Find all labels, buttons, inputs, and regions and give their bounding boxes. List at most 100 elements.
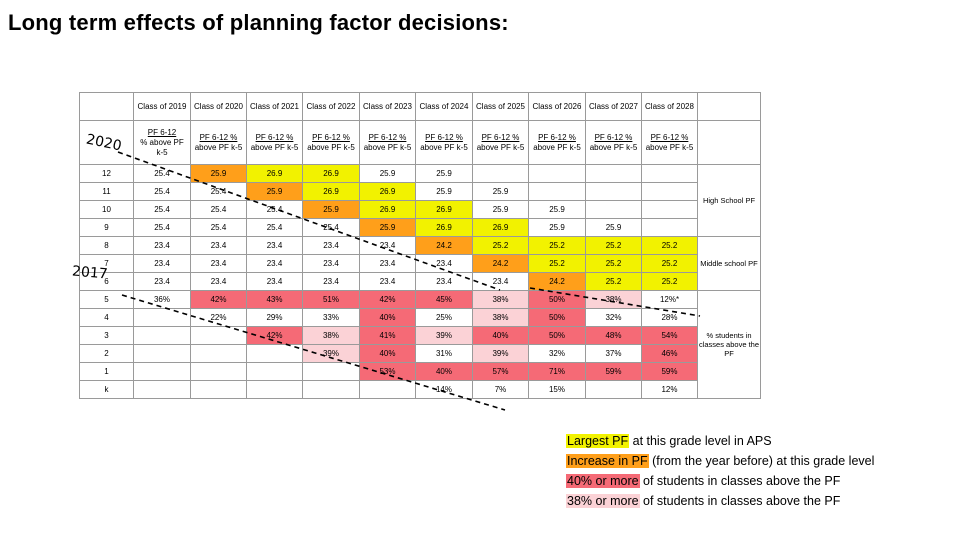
value-cell: 36% (133, 290, 191, 309)
value-cell: 25.9 (190, 164, 247, 183)
table-row: 6 23.4 23.4 23.4 23.4 23.4 23.4 23.4 24.2 25.2 25.… (79, 272, 761, 291)
legend-swatch-red: 40% or more (566, 474, 640, 488)
value-cell: 23.4 (190, 272, 247, 291)
value-cell: 23.4 (302, 236, 360, 255)
value-cell: 23.4 (246, 254, 303, 273)
value-cell (585, 200, 642, 219)
value-cell (190, 326, 247, 345)
value-cell (641, 200, 698, 219)
grade-cell: 1 (79, 362, 134, 381)
side-header-cell (697, 120, 761, 165)
value-cell: 23.4 (133, 272, 191, 291)
value-cell: 15% (528, 380, 586, 399)
value-cell: 41% (359, 326, 416, 345)
legend-text: at this grade level in APS (629, 434, 772, 448)
side-label-middle-school: Middle school PF (697, 236, 761, 291)
value-cell: 25.4 (246, 218, 303, 237)
pf-header-top: PF 6-12 % (312, 132, 350, 142)
value-cell: 25.4 (246, 200, 303, 219)
value-cell (246, 362, 303, 381)
value-cell: 53% (359, 362, 416, 381)
class-header: Class of 2020 (190, 92, 247, 121)
grade-cell: 10 (79, 200, 134, 219)
corner-cell (79, 92, 134, 121)
pf-header-bottom: above PF k-5 (307, 142, 355, 152)
table-row: 7 23.4 23.4 23.4 23.4 23.4 23.4 24.2 25.2 25.2 25.… (79, 254, 761, 273)
pf-header: PF 6-12 % above PF k-5 (641, 120, 698, 165)
grade-cell: 12 (79, 164, 134, 183)
table-row: 10 25.4 25.4 25.4 25.9 26.9 26.9 25.9 25.9 (79, 200, 761, 219)
grade-cell: 3 (79, 326, 134, 345)
value-cell: 59% (641, 362, 698, 381)
class-header: Class of 2024 (415, 92, 473, 121)
value-cell: 25.4 (190, 218, 247, 237)
value-cell: 25.2 (585, 272, 642, 291)
pf-header-bottom: above PF k-5 (250, 142, 299, 152)
value-cell: 42% (246, 326, 303, 345)
table-row: 11 25.4 25.4 25.9 26.9 26.9 25.9 25.9 (79, 182, 761, 201)
value-cell (585, 380, 642, 399)
value-cell (302, 380, 360, 399)
class-header: Class of 2027 (585, 92, 642, 121)
value-cell (641, 218, 698, 237)
value-cell: 40% (415, 362, 473, 381)
value-cell: 23.4 (133, 236, 191, 255)
value-cell: 23.4 (472, 272, 529, 291)
pf-header: PF 6-12 % above PF k-5 (302, 120, 360, 165)
pf-header-top: PF 6-12 % (594, 132, 633, 142)
class-header: Class of 2021 (246, 92, 303, 121)
grade-cell: 5 (79, 290, 134, 309)
legend-text: of students in classes above the PF (639, 494, 841, 508)
value-cell: 12%* (641, 290, 698, 309)
value-cell (585, 164, 642, 183)
value-cell (359, 380, 416, 399)
class-header: Class of 2025 (472, 92, 529, 121)
pf-header-top: PF 6-12 % (538, 132, 576, 142)
table-row: 12 25.4 25.9 26.9 26.9 25.9 25.9 High School PF (79, 164, 761, 237)
legend-swatch-pink: 38% or more (566, 494, 640, 508)
pf-header: PF 6-12 % above PF k-5 (415, 120, 473, 165)
value-cell: 23.4 (359, 272, 416, 291)
value-cell: 26.9 (359, 200, 416, 219)
grade-cell: 9 (79, 218, 134, 237)
value-cell: 25.2 (528, 254, 586, 273)
value-cell (190, 380, 247, 399)
value-cell: 51% (302, 290, 360, 309)
value-cell (641, 164, 698, 183)
value-cell: 26.9 (302, 182, 360, 201)
value-cell: 29% (246, 308, 303, 327)
table-row: 3 42% 38% 41% 39% 40% 50% 48% 54% (79, 326, 761, 345)
pf-header-top: PF 6-12 % (481, 132, 520, 142)
value-cell: 7% (472, 380, 529, 399)
pf-header: PF 6-12 % above PF k-5 (246, 120, 303, 165)
value-cell (472, 164, 529, 183)
value-cell: 25.9 (528, 200, 586, 219)
planning-factor-table: Class of 2019 Class of 2020 Class of 2021 C… (79, 92, 761, 399)
side-label-high-school: High School PF (697, 164, 761, 237)
legend-item-38: 38% or more of students in classes above… (566, 491, 874, 511)
grade-cell: 4 (79, 308, 134, 327)
value-cell: 23.4 (359, 254, 416, 273)
value-cell: 25.9 (472, 182, 529, 201)
value-cell: 25.9 (528, 218, 586, 237)
value-cell: 32% (528, 344, 586, 363)
value-cell (133, 380, 191, 399)
value-cell: 26.9 (415, 200, 473, 219)
value-cell: 38% (302, 326, 360, 345)
side-label-students: % students in classes above the PF (697, 290, 761, 399)
value-cell (528, 182, 586, 201)
value-cell (246, 344, 303, 363)
value-cell: 25.9 (472, 200, 529, 219)
value-cell: 24.2 (472, 254, 529, 273)
value-cell: 23.4 (415, 254, 473, 273)
value-cell: 25.4 (133, 164, 191, 183)
value-cell: 12% (641, 380, 698, 399)
table-row: 1 53% 40% 57% 71% 59% 59% (79, 362, 761, 381)
value-cell: 25.2 (585, 254, 642, 273)
legend-item-largest: Largest PF at this grade level in APS (566, 431, 874, 451)
value-cell: 33% (302, 308, 360, 327)
value-cell: 42% (359, 290, 416, 309)
value-cell: 25.4 (190, 200, 247, 219)
value-cell: 25.2 (641, 254, 698, 273)
value-cell: 25.9 (415, 164, 473, 183)
